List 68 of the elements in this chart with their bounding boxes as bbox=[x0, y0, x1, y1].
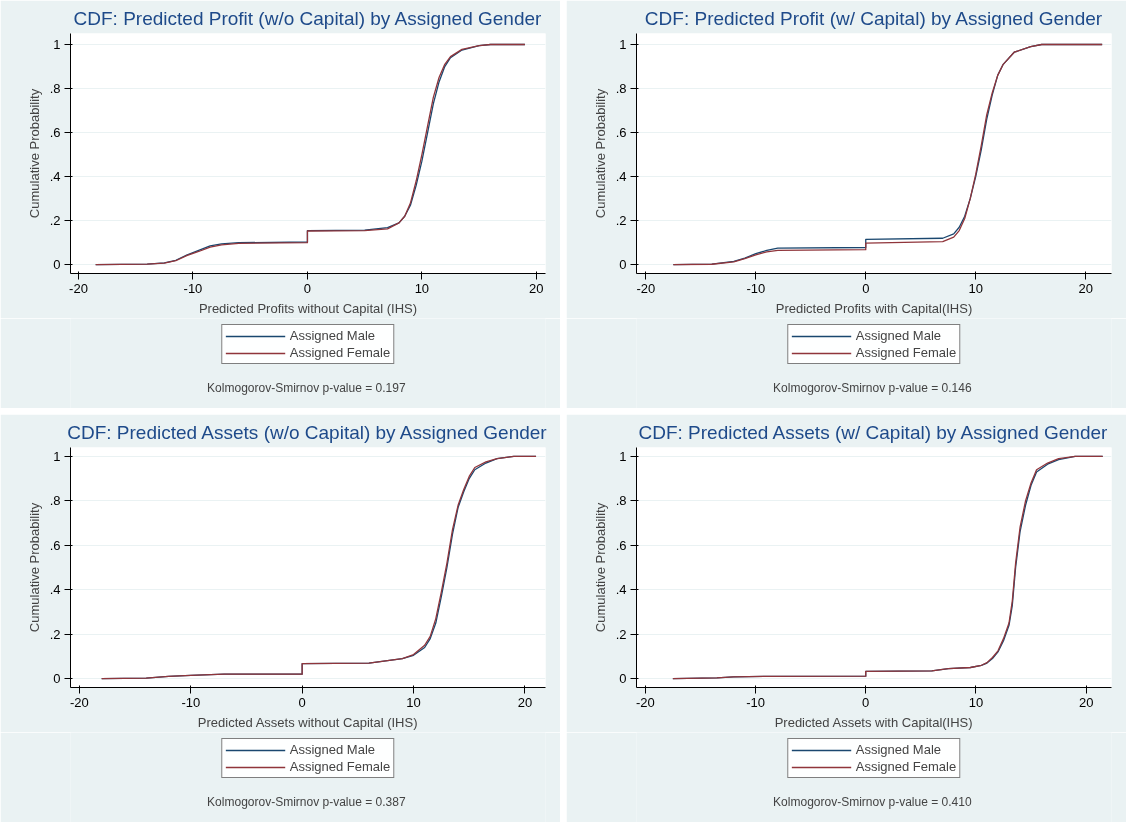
y-tick-label: .6 bbox=[49, 125, 61, 141]
legend-label: Assigned Female bbox=[855, 759, 957, 774]
x-tick-label: 0 bbox=[862, 280, 870, 296]
x-axis-title: Predicted Profits with Capital(IHS) bbox=[775, 300, 973, 316]
y-axis-title: Cumulative Probability bbox=[592, 88, 608, 219]
y-tick-label: .4 bbox=[49, 582, 61, 598]
text: Kolmogorov-Smirnov p-value = 0.410 bbox=[773, 794, 972, 809]
y-tick-label: 0 bbox=[619, 257, 627, 273]
x-tick-label: 20 bbox=[1078, 694, 1094, 710]
y-tick-label: 0 bbox=[53, 671, 61, 687]
legend-label: Assigned Male bbox=[855, 328, 942, 343]
chart-title: CDF: Predicted Assets (w/ Capital) by Assigned Gender bbox=[638, 421, 1109, 443]
x-tick-label: -10 bbox=[746, 694, 765, 710]
x-axis-title: Predicted Profits without Capital (IHS) bbox=[198, 300, 418, 316]
y-tick-label: .8 bbox=[615, 493, 627, 509]
y-axis-title: Cumulative Probability bbox=[26, 502, 42, 633]
y-tick-label: 1 bbox=[619, 37, 627, 53]
y-tick-label: .8 bbox=[615, 81, 627, 97]
y-tick-label: .2 bbox=[49, 626, 61, 642]
y-tick-label: 1 bbox=[619, 448, 627, 464]
y-tick-label: 0 bbox=[53, 257, 61, 273]
chart-title: CDF: Predicted Profit (w/ Capital) by Assigned Gender bbox=[644, 7, 1103, 29]
y-tick-label: .6 bbox=[615, 537, 627, 553]
x-tick-label: 0 bbox=[298, 694, 306, 710]
x-tick-label: -10 bbox=[183, 280, 203, 296]
y-tick-label: .6 bbox=[49, 537, 61, 553]
y-tick-label: 1 bbox=[53, 448, 61, 464]
x-axis-title: Predicted Assets without Capital (IHS) bbox=[197, 714, 418, 730]
x-tick-label: 0 bbox=[862, 694, 870, 710]
x-tick-label: -10 bbox=[181, 694, 201, 710]
x-tick-label: -20 bbox=[636, 280, 656, 296]
y-tick-label: .8 bbox=[49, 493, 61, 509]
x-tick-label: -20 bbox=[69, 280, 88, 296]
x-tick-label: 0 bbox=[303, 280, 312, 296]
y-axis-title: Cumulative Probability bbox=[592, 502, 608, 633]
text: Kolmogorov-Smirnov p-value = 0.197 bbox=[207, 380, 406, 395]
x-tick-label: 10 bbox=[968, 694, 984, 710]
y-axis-title: Cumulative Probability bbox=[26, 88, 42, 219]
y-tick-label: .2 bbox=[49, 213, 61, 229]
x-tick-label: 20 bbox=[529, 280, 544, 296]
y-tick-label: .8 bbox=[49, 81, 61, 97]
x-tick-label: 20 bbox=[517, 694, 533, 710]
y-tick-label: .4 bbox=[49, 169, 61, 185]
y-tick-label: 0 bbox=[619, 671, 627, 687]
text: Kolmogorov-Smirnov p-value = 0.387 bbox=[207, 794, 406, 809]
legend-label: Assigned Female bbox=[289, 345, 391, 360]
legend-label: Assigned Male bbox=[855, 742, 942, 757]
y-tick-label: .4 bbox=[615, 582, 627, 598]
y-tick-label: .4 bbox=[615, 169, 627, 185]
x-tick-label: -10 bbox=[746, 280, 766, 296]
y-tick-label: 1 bbox=[53, 37, 61, 53]
legend-label: Assigned Female bbox=[289, 759, 391, 774]
text: Kolmogorov-Smirnov p-value = 0.146 bbox=[773, 380, 972, 395]
x-tick-label: 10 bbox=[968, 280, 983, 296]
x-tick-label: 10 bbox=[414, 280, 430, 296]
legend-label: Assigned Male bbox=[289, 742, 376, 757]
y-tick-label: .2 bbox=[615, 626, 627, 642]
x-tick-label: 20 bbox=[1078, 280, 1093, 296]
legend-label: Assigned Female bbox=[855, 345, 957, 360]
legend-label: Assigned Male bbox=[289, 328, 376, 343]
x-axis-title: Predicted Assets with Capital(IHS) bbox=[774, 714, 973, 730]
x-tick-label: 10 bbox=[406, 694, 421, 710]
y-tick-label: .2 bbox=[615, 213, 627, 229]
chart-title: CDF: Predicted Assets (w/o Capital) by Assigned Gender bbox=[67, 421, 548, 443]
chart-title: CDF: Predicted Profit (w/o Capital) by Assigned Gender bbox=[73, 7, 543, 29]
x-tick-label: -20 bbox=[70, 694, 89, 710]
y-tick-label: .6 bbox=[615, 125, 627, 141]
x-tick-label: -20 bbox=[635, 694, 655, 710]
